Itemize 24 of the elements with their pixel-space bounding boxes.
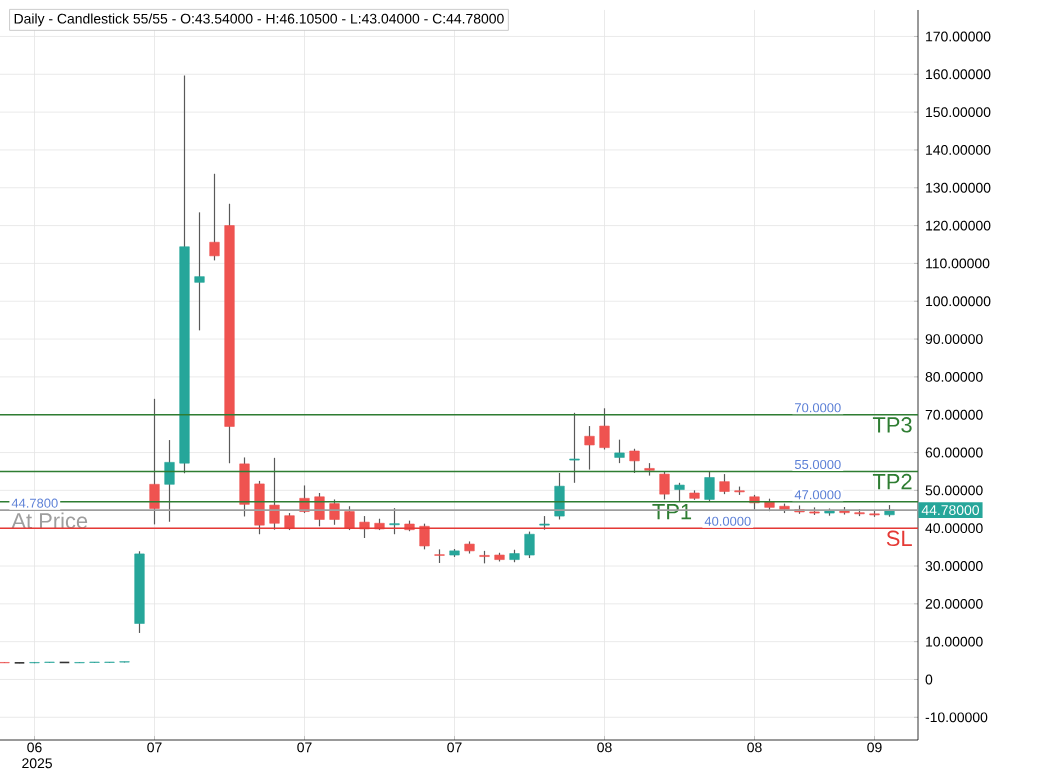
candlestick — [629, 448, 640, 474]
candlestick — [704, 470, 715, 502]
candlestick — [599, 407, 610, 451]
candlestick — [164, 439, 175, 523]
candlestick — [389, 507, 400, 535]
candlestick — [419, 523, 430, 550]
candlestick — [269, 457, 280, 531]
ref-line-label: TP3 — [872, 417, 912, 433]
candlestick — [674, 482, 685, 502]
ref-line-label: At Price — [11, 512, 88, 529]
candlestick — [584, 425, 595, 471]
ref-line-label: TP2 — [872, 473, 912, 490]
candlestick — [659, 470, 670, 501]
candlestick — [149, 398, 160, 525]
candlestick — [344, 505, 355, 531]
ref-line-label: SL — [886, 530, 912, 547]
candlestick — [569, 412, 580, 484]
ref-line-label: TP1 — [652, 504, 692, 520]
candlestick — [524, 530, 535, 559]
candlestick — [194, 211, 205, 331]
candlestick — [209, 173, 220, 261]
candlestick — [614, 439, 625, 464]
candlestick — [719, 473, 730, 495]
candlestick — [239, 456, 250, 518]
